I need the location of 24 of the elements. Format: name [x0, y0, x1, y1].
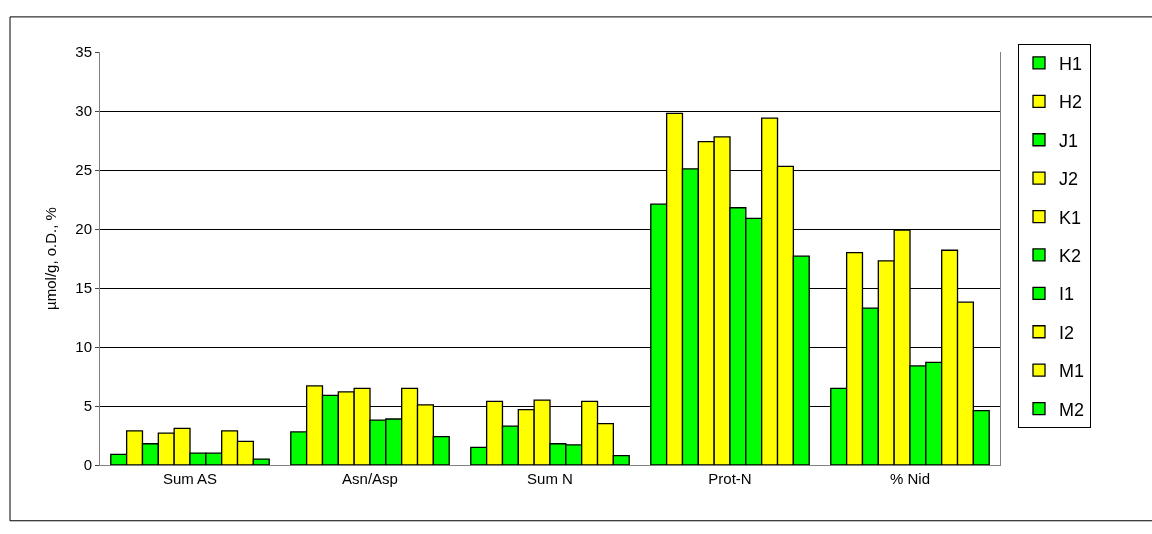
y-tick-label: 35 [75, 43, 92, 61]
x-tick-label: % Nid [889, 470, 931, 487]
legend-label: J1 [1059, 130, 1079, 151]
legend-label: M2 [1059, 399, 1085, 420]
y-tick-label: 10 [75, 338, 92, 356]
y-tick-label: 20 [75, 220, 92, 238]
legend-label: I2 [1059, 322, 1075, 343]
legend-label: J2 [1059, 169, 1079, 190]
y-axis-title: µmol/g, o.D., % [41, 207, 59, 310]
y-tick-label: 15 [75, 279, 92, 297]
x-tick-label: Prot-N [708, 470, 752, 487]
y-tick-label: 25 [75, 161, 92, 179]
legend-label: M1 [1059, 361, 1085, 382]
legend-label: K1 [1059, 207, 1082, 228]
legend-label: K2 [1059, 245, 1082, 266]
y-tick-label: 30 [75, 102, 92, 120]
x-tick-label: Sum AS [162, 470, 218, 487]
x-tick-label: Asn/Asp [342, 470, 398, 487]
y-tick-label: 5 [83, 397, 92, 415]
legend-label: H2 [1059, 92, 1083, 113]
x-tick-label: Sum N [527, 470, 573, 487]
legend-label: H1 [1059, 53, 1083, 74]
y-tick-label: 0 [83, 456, 92, 474]
legend-label: I1 [1059, 284, 1075, 305]
